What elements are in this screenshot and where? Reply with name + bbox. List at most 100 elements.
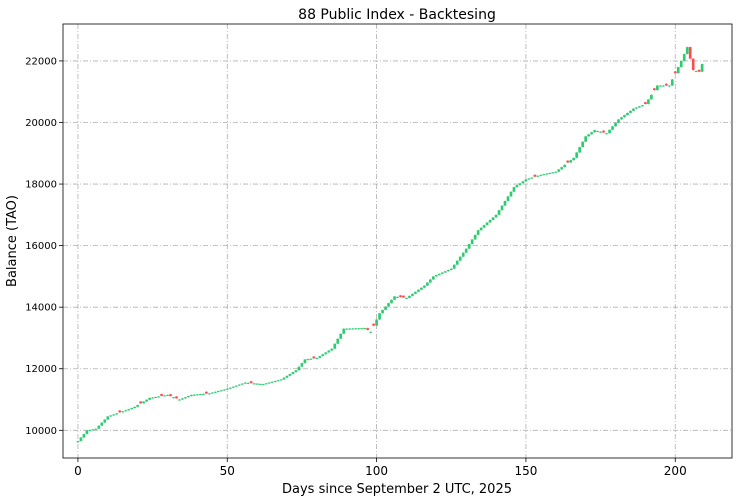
candle-body <box>288 373 292 376</box>
candle-body <box>118 410 122 413</box>
candle-body <box>157 396 160 398</box>
candle-body <box>682 54 686 61</box>
candle-body <box>321 354 325 357</box>
candle-body <box>396 296 399 298</box>
x-tick-label: 200 <box>664 464 687 478</box>
candle-body <box>372 323 375 326</box>
candle-body <box>473 234 477 240</box>
x-axis-label: Days since September 2 UTC, 2025 <box>282 482 512 497</box>
candle-body <box>121 411 125 413</box>
candle-body <box>434 275 438 277</box>
candle-body <box>632 108 635 111</box>
candle-body <box>476 230 480 235</box>
candle-body <box>85 430 89 435</box>
candle-body <box>679 60 683 68</box>
y-axis: 10000 12000 14000 16000 18000 20000 22000 <box>25 56 63 437</box>
candle-body <box>270 381 274 383</box>
candle-body <box>623 115 626 118</box>
candle-body <box>700 64 704 72</box>
candle-body <box>267 382 271 384</box>
candle-body <box>246 382 250 384</box>
candle-body <box>521 181 525 184</box>
candle-body <box>614 122 617 127</box>
candle-body <box>312 356 316 359</box>
candle-body <box>145 399 148 402</box>
candle-body <box>557 169 561 172</box>
candle-body <box>533 174 537 177</box>
candle-body <box>417 289 420 292</box>
candle-body <box>252 383 256 385</box>
candle-body <box>691 58 695 71</box>
candle-body <box>327 350 331 353</box>
candle-body <box>470 239 474 245</box>
candle-body <box>506 196 510 201</box>
candle-body <box>196 394 199 396</box>
candle-body <box>524 179 528 182</box>
candle-body <box>443 271 447 273</box>
x-tick-label: 100 <box>365 464 388 478</box>
candle-body <box>88 429 92 431</box>
candle-body <box>554 171 558 173</box>
candle-body <box>503 200 507 206</box>
candle-body <box>381 309 384 314</box>
candle-body <box>151 397 154 399</box>
candle-body <box>581 141 585 148</box>
candle-body <box>178 399 181 401</box>
candle-body <box>336 338 340 344</box>
candle-body <box>440 272 444 274</box>
candle-body <box>626 112 629 116</box>
candle-body <box>112 414 116 416</box>
candle-body <box>515 185 519 188</box>
candle-body <box>694 70 698 72</box>
candle-body <box>426 282 429 286</box>
chart-title: 88 Public Index - Backtesing <box>298 7 496 23</box>
y-tick-label: 18000 <box>25 180 57 191</box>
candle-body <box>685 47 689 55</box>
candle-body <box>390 299 393 304</box>
candle-body <box>578 147 582 153</box>
candle-body <box>518 183 522 186</box>
candle-body <box>482 225 486 228</box>
candle-body <box>130 408 134 410</box>
candle-body <box>190 394 193 397</box>
candle-body <box>339 333 343 339</box>
candle-body <box>635 107 638 109</box>
candle-body <box>234 385 238 387</box>
candle-body <box>455 260 459 265</box>
candle-body <box>231 386 235 388</box>
candle-body <box>617 119 620 123</box>
candle-body <box>103 419 107 423</box>
candle-body <box>527 178 531 180</box>
candle-body <box>333 343 337 349</box>
candle-body <box>154 396 157 398</box>
candle-body <box>420 287 423 290</box>
candle-body <box>458 256 462 261</box>
candle-body <box>551 172 555 174</box>
candle-body <box>351 328 355 330</box>
candle-body <box>360 328 364 330</box>
candle-body <box>611 126 614 130</box>
candle-body <box>658 85 662 87</box>
candle-body <box>411 293 414 296</box>
candle-body <box>181 398 184 400</box>
candle-body <box>429 279 432 283</box>
candle-body <box>670 79 674 86</box>
candle-body <box>193 394 196 396</box>
candle-body <box>650 94 653 100</box>
candle-body <box>467 244 471 249</box>
candle-body <box>673 71 677 74</box>
candle-body <box>279 379 283 381</box>
grid <box>63 24 732 458</box>
candle-body <box>210 392 214 394</box>
y-tick-label: 16000 <box>25 241 57 252</box>
candle-body <box>97 425 101 429</box>
candle-body <box>530 177 534 179</box>
candle-body <box>166 394 169 396</box>
candle-body <box>653 88 656 91</box>
candle-body <box>213 391 217 393</box>
candle-body <box>399 295 402 298</box>
candle-body <box>375 319 378 326</box>
candle-body <box>79 437 83 442</box>
candle-body <box>488 219 492 223</box>
